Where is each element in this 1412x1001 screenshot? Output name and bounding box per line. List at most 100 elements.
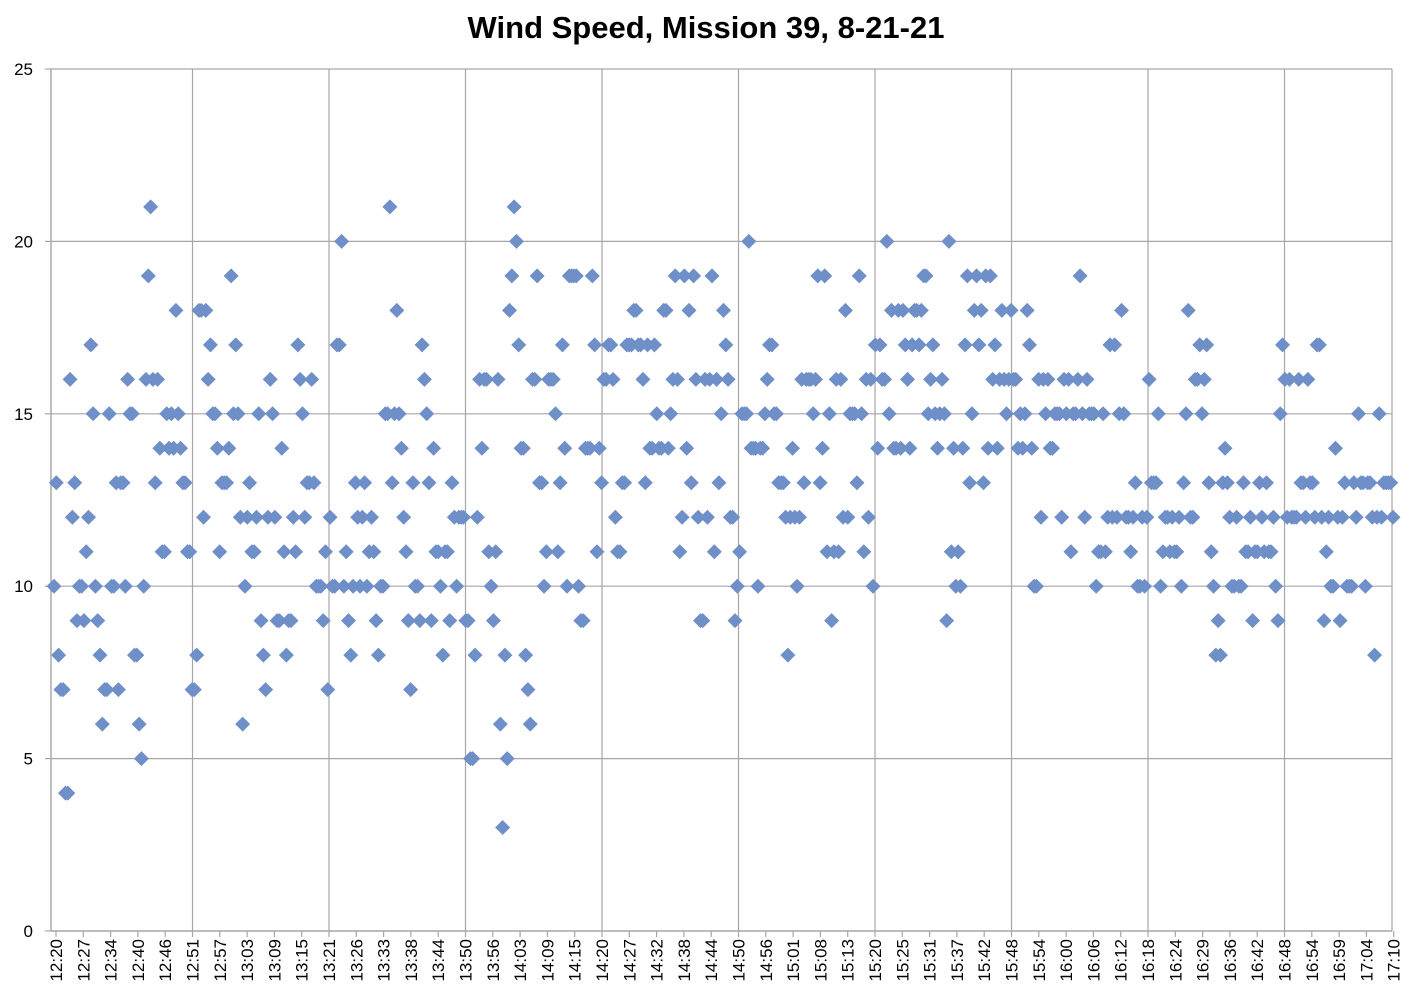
- data-point: [711, 475, 727, 491]
- data-point: [78, 544, 94, 560]
- data-point: [1008, 371, 1024, 387]
- data-point: [789, 578, 805, 594]
- data-point: [129, 647, 145, 663]
- data-point: [1079, 371, 1095, 387]
- data-point: [741, 233, 757, 249]
- data-point: [589, 544, 605, 560]
- data-point: [94, 716, 110, 732]
- x-tick-label: 16:48: [1276, 939, 1295, 982]
- data-point: [1086, 406, 1102, 422]
- data-point: [718, 337, 734, 353]
- data-point: [136, 578, 152, 594]
- data-point: [872, 337, 888, 353]
- data-point: [1180, 302, 1196, 318]
- data-point: [230, 406, 246, 422]
- x-tick-label: 12:40: [129, 939, 148, 982]
- data-point: [258, 682, 274, 698]
- data-point: [893, 440, 909, 456]
- x-tick-label: 14:20: [593, 939, 612, 982]
- data-point: [368, 613, 384, 629]
- data-point: [860, 509, 876, 525]
- axes: [45, 68, 1395, 937]
- data-point: [923, 371, 939, 387]
- data-point: [87, 578, 103, 594]
- x-tick-label: 15:48: [1003, 939, 1022, 982]
- data-point: [265, 406, 281, 422]
- data-markers: [46, 199, 1401, 836]
- data-point: [209, 440, 225, 456]
- data-point: [490, 371, 506, 387]
- data-point: [423, 613, 439, 629]
- data-point: [1003, 302, 1019, 318]
- data-point: [840, 509, 856, 525]
- x-tick-label: 17:04: [1357, 939, 1376, 982]
- data-point: [1109, 509, 1125, 525]
- data-point: [170, 406, 186, 422]
- data-point: [1123, 544, 1139, 560]
- data-point: [732, 544, 748, 560]
- data-point: [150, 371, 166, 387]
- data-point: [1357, 578, 1373, 594]
- x-tick-label: 13:50: [457, 939, 476, 982]
- data-point: [495, 820, 511, 836]
- data-point: [1229, 509, 1245, 525]
- data-point: [683, 475, 699, 491]
- data-point: [1362, 475, 1378, 491]
- x-tick-label: 16:24: [1166, 939, 1185, 982]
- data-point: [479, 371, 495, 387]
- data-point: [681, 302, 697, 318]
- data-point: [124, 406, 140, 422]
- data-point: [1095, 406, 1111, 422]
- data-point: [1272, 406, 1288, 422]
- x-tick-label: 12:57: [211, 939, 230, 982]
- data-point: [895, 302, 911, 318]
- data-point: [941, 233, 957, 249]
- data-point: [831, 544, 847, 560]
- data-point: [998, 406, 1014, 422]
- data-point: [865, 578, 881, 594]
- data-point: [617, 475, 633, 491]
- data-point: [911, 337, 927, 353]
- data-point: [414, 337, 430, 353]
- data-point: [1270, 613, 1286, 629]
- data-point: [952, 578, 968, 594]
- data-point: [267, 509, 283, 525]
- data-point: [92, 647, 108, 663]
- data-point: [946, 440, 962, 456]
- x-tick-label: 13:09: [265, 939, 284, 982]
- data-point: [679, 440, 695, 456]
- x-tick-label: 14:44: [702, 939, 721, 982]
- data-point: [791, 509, 807, 525]
- data-point: [90, 613, 106, 629]
- data-point: [198, 302, 214, 318]
- data-point: [340, 613, 356, 629]
- data-point: [271, 613, 287, 629]
- data-point: [278, 647, 294, 663]
- data-point: [1265, 509, 1281, 525]
- data-point: [676, 268, 692, 284]
- data-point: [587, 337, 603, 353]
- data-point: [382, 199, 398, 215]
- data-point: [46, 578, 62, 594]
- data-point: [856, 544, 872, 560]
- data-point: [1350, 406, 1366, 422]
- data-point: [649, 406, 665, 422]
- data-point: [375, 578, 391, 594]
- data-point: [502, 302, 518, 318]
- data-point: [1015, 440, 1031, 456]
- data-point: [1019, 302, 1035, 318]
- data-point: [85, 406, 101, 422]
- data-point: [1203, 544, 1219, 560]
- data-point: [403, 682, 419, 698]
- data-point: [768, 406, 784, 422]
- data-point: [67, 475, 83, 491]
- data-point: [1199, 337, 1215, 353]
- data-point: [393, 440, 409, 456]
- data-point: [504, 268, 520, 284]
- data-point: [969, 268, 985, 284]
- data-point: [101, 406, 117, 422]
- data-point: [1137, 578, 1153, 594]
- data-point: [396, 509, 412, 525]
- data-point: [1178, 406, 1194, 422]
